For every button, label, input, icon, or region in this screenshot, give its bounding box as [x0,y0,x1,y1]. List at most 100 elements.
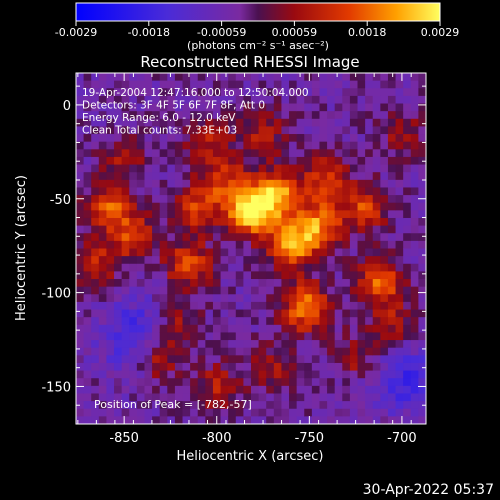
heatmap-cell [266,172,275,181]
heatmap-cell [281,172,290,181]
heatmap-cell [258,301,267,311]
heatmap-cell [159,217,168,227]
heatmap-cell [174,286,184,295]
heatmap-cell [129,233,138,242]
heatmap-cell [410,202,419,211]
heatmap-cell [159,195,168,204]
heatmap-cell [334,202,343,211]
heatmap-cell [327,118,336,127]
heatmap-cell [418,324,426,333]
heatmap-cell [167,347,176,356]
heatmap-cell [258,332,267,341]
heatmap-cell [395,80,404,89]
heatmap-cell [372,80,381,89]
heatmap-cell [174,187,184,196]
heatmap-cell [159,141,168,150]
heatmap-cell [349,271,359,280]
heatmap-cell [159,88,168,97]
heatmap-cell [76,271,85,280]
heatmap-cell [182,80,191,89]
heatmap-cell [182,233,191,242]
heatmap-cell [235,301,244,311]
heatmap-cell [98,309,107,318]
heatmap-cell [174,141,184,150]
heatmap-cell [266,286,275,295]
heatmap-cell [319,378,328,387]
heatmap-cell [83,202,92,211]
heatmap-cell [235,134,244,143]
heatmap-cell [114,393,123,402]
heatmap-cell [121,210,130,219]
heatmap-cell [418,271,426,280]
heatmap-cell [190,340,199,349]
heatmap-cell [76,256,85,265]
heatmap-cell [243,156,252,166]
heatmap-cell [395,88,404,97]
colorbar-ticks: -0.0029 -0.0018 -0.00059 0.00059 0.0018 0.002… [55,21,459,39]
heatmap-cell [152,401,161,410]
heatmap-cell [91,179,100,188]
heatmap-cell [273,210,282,219]
heatmap-cell [182,248,191,257]
heatmap-cell [220,233,229,242]
heatmap-cell [235,279,244,288]
heatmap-cell [190,103,199,112]
heatmap-cell [365,233,374,242]
heatmap-cell [258,271,267,280]
heatmap-cell [243,126,252,135]
heatmap-cell [357,225,366,234]
heatmap-cell [98,416,107,424]
heatmap-cell [83,80,92,89]
heatmap-cell [98,210,107,219]
heatmap-cell [228,126,237,135]
heatmap-cell [76,332,85,341]
heatmap-cell [83,271,92,280]
heatmap-cell [418,370,426,379]
heatmap-cell [387,385,397,394]
heatmap-cell [205,103,214,112]
heatmap-cell [220,401,229,410]
heatmap-cell [311,393,320,402]
heatmap-cell [144,263,153,272]
heatmap-cell [395,172,404,181]
heatmap-cell [357,263,366,272]
heatmap-cell [327,217,336,227]
heatmap-cell [372,210,381,219]
heatmap-cell [410,118,419,127]
heatmap-cell [182,141,191,150]
heatmap-cell [114,263,123,272]
heatmap-cell [334,332,343,341]
heatmap-cell [83,416,92,424]
heatmap-cell [251,172,260,181]
heatmap-cell [281,324,290,333]
heatmap-cell [395,294,404,303]
heatmap-cell [342,370,351,379]
heatmap-cell [349,225,359,234]
heatmap-cell [76,362,85,372]
heatmap-cell [243,172,252,181]
heatmap-cell [311,73,320,82]
heatmap-cell [220,340,229,349]
heatmap-cell [220,111,229,120]
heatmap-cell [349,294,359,303]
heatmap-cell [136,195,145,204]
heatmap-cell [235,103,244,112]
heatmap-cell [410,134,419,143]
heatmap-cell [342,309,351,318]
annotation-line: Energy Range: 6.0 - 12.0 keV [82,112,236,124]
heatmap-cell [197,271,206,280]
heatmap-cell [334,286,343,295]
heatmap-cell [319,233,328,242]
heatmap-cell [273,301,282,311]
heatmap-cell [106,324,115,333]
heatmap-cell [380,370,389,379]
heatmap-cell [334,80,343,89]
heatmap-cell [289,317,298,326]
heatmap-cell [418,179,426,188]
heatmap-cell [205,347,214,356]
heatmap-cell [83,240,92,249]
heatmap-cell [235,378,244,387]
heatmap-cell [387,88,397,97]
heatmap-cell [121,195,130,204]
heatmap-cell [212,385,222,394]
